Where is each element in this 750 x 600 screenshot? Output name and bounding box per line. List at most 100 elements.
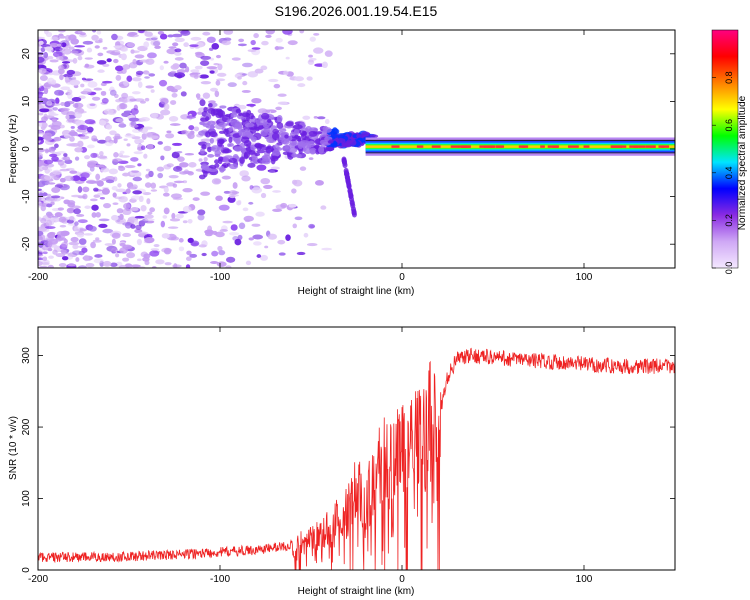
spectrogram-blob — [150, 112, 159, 119]
spectrogram-blob — [341, 141, 351, 148]
spectrogram-x-axis: -200 -100 0 100 — [28, 30, 593, 283]
spectrogram-blob — [190, 36, 202, 41]
spectrogram-blob — [238, 38, 245, 43]
spectrogram-blob — [64, 175, 74, 182]
spectrogram-blob — [95, 173, 101, 181]
spectrogram-blob — [45, 137, 53, 141]
spectrogram-blob — [144, 260, 150, 266]
spectrogram-blob — [134, 54, 145, 59]
spectrogram-blob — [159, 65, 164, 71]
spectrogram-blob — [67, 92, 73, 100]
spectrogram-blob — [116, 70, 124, 74]
spectrogram-blob — [91, 34, 99, 41]
spectrogram-blob — [270, 166, 280, 170]
spectrogram-blob — [209, 57, 215, 61]
spectrogram-blob — [161, 247, 173, 253]
spectrogram-blob — [228, 126, 234, 132]
spectrogram-blob — [208, 100, 216, 104]
spectrogram-blob — [160, 155, 165, 161]
spectrogram-streak — [346, 180, 352, 187]
spectrogram-blob — [125, 188, 131, 194]
spectrogram-blob — [144, 214, 154, 219]
spectrogram-blob — [288, 203, 297, 208]
spectrogram-blob — [124, 134, 136, 138]
spectrogram-blob — [264, 245, 269, 249]
spectrogram-plot-area — [38, 30, 675, 268]
spectrogram-blob — [63, 238, 68, 244]
spectrogram-blob — [96, 30, 102, 35]
spectrogram-blob — [221, 175, 231, 180]
spectrogram-blob — [277, 93, 287, 97]
spectrogram-blob — [137, 81, 143, 89]
spectrogram-blob — [219, 167, 226, 172]
spectrogram-blob — [49, 102, 61, 106]
spectrogram-blob — [132, 176, 143, 182]
spectrogram-blob — [299, 166, 307, 171]
spectrogram-blob — [121, 92, 129, 99]
spectrogram-blob — [69, 143, 81, 147]
spectrogram-blob — [54, 137, 59, 141]
spectrogram-blob — [260, 192, 267, 199]
spectrogram-blob — [76, 213, 85, 217]
spectrogram-blob — [254, 142, 262, 149]
spectrogram-blob — [241, 112, 250, 118]
spectrogram-blob — [115, 188, 127, 193]
spectrogram-blob — [140, 251, 148, 258]
spectrogram-blob — [86, 102, 98, 110]
spectrogram-blob — [214, 90, 220, 98]
spectrogram-blob — [68, 241, 80, 246]
signal-peak — [461, 145, 471, 148]
spectrogram-blob — [130, 264, 141, 268]
spectrogram-blob — [193, 75, 199, 80]
spectrogram-blob — [210, 261, 219, 264]
spectrogram-blob — [153, 243, 160, 248]
spectrogram-blob — [156, 166, 165, 172]
spectrogram-blob — [77, 125, 89, 130]
spectrogram-blob — [144, 132, 153, 138]
spectrogram-blob — [58, 35, 67, 39]
spectrogram-blob — [123, 80, 129, 87]
spectrogram-blob — [199, 99, 206, 107]
spectrogram-blob — [51, 120, 62, 127]
spectrogram-blob — [167, 34, 174, 38]
spectrogram-blob — [128, 117, 140, 122]
spectrogram-blob — [157, 141, 163, 145]
spectrogram-blob — [187, 237, 194, 244]
spectrogram-blob — [111, 247, 118, 253]
spectrogram-blob — [50, 216, 60, 222]
spectrogram-blob — [271, 132, 280, 141]
spectrogram-blob — [47, 232, 56, 239]
spectrogram-blob — [172, 142, 182, 146]
signal-peak — [620, 145, 627, 148]
signal-peak — [491, 145, 496, 148]
spectrogram-blob — [242, 207, 249, 212]
spectrogram-blob — [68, 46, 75, 50]
spectrogram-blob — [50, 195, 61, 199]
spectrogram-blob — [52, 249, 58, 255]
signal-peak — [650, 145, 656, 148]
signal-peak — [391, 145, 400, 148]
spectrogram-blob — [217, 245, 223, 252]
spectrogram-blob — [236, 200, 242, 206]
spectrogram-blob — [102, 260, 112, 267]
spectrogram-blob — [185, 264, 191, 268]
spectrogram-blob — [176, 150, 183, 154]
spectrogram-blob — [126, 143, 131, 147]
spectrogram-blob — [324, 118, 330, 125]
spectrogram-blob — [123, 138, 128, 141]
spectrogram-blob — [171, 212, 176, 220]
spectrogram-blob — [239, 156, 246, 164]
spectrogram-blob — [215, 54, 221, 59]
spectrogram-blob — [182, 170, 193, 174]
spectrogram-blob — [88, 225, 97, 232]
spectrogram-blob — [99, 150, 104, 157]
spectrogram-blob — [241, 62, 253, 68]
spectrogram-blob — [144, 76, 150, 79]
spectrogram-streak — [351, 208, 357, 215]
spectrogram-blob — [86, 47, 93, 53]
spectrogram-blob — [41, 262, 50, 266]
x-tick-label: -100 — [210, 272, 230, 283]
spectrogram-blob — [308, 59, 314, 63]
spectrogram-blob — [138, 195, 144, 203]
